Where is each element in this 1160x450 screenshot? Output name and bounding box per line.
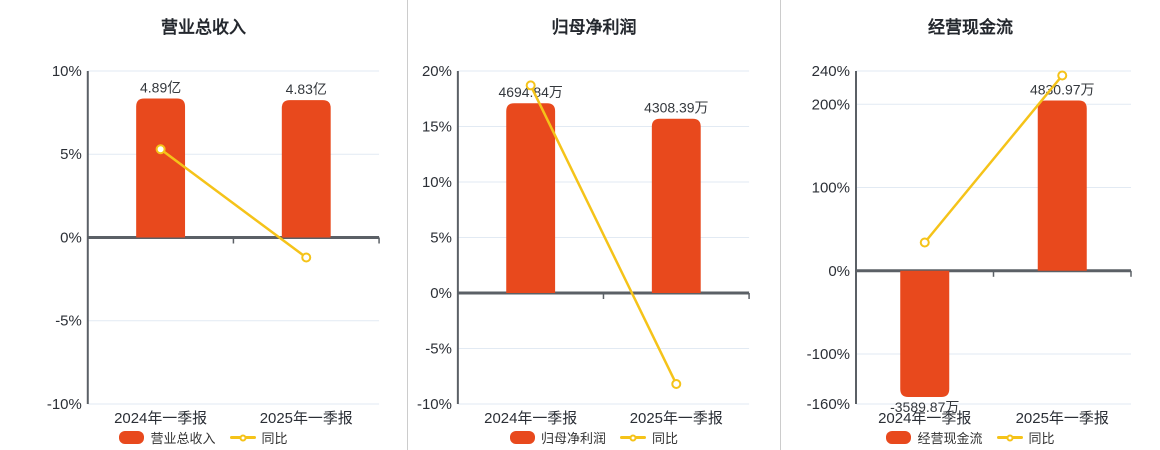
yoy-trend-line (159, 148, 307, 259)
y-axis-tick-label: 0% (430, 285, 452, 302)
y-axis-tick-label: 10% (422, 174, 452, 191)
line-series-dot-icon (239, 434, 246, 441)
bar-series-swatch (119, 431, 145, 444)
legend-item-bar-series[interactable]: 营业总收入 (119, 428, 216, 447)
y-axis-tick-label: 20% (422, 63, 452, 80)
net-profit-chart-canvas: -10% -5% 0% 5% 10% 15% 20% 4694.84万 4308.39万 2024… (417, 63, 750, 427)
bar-value-label: 4830.97万 (1030, 81, 1095, 97)
legend-item-bar-series[interactable]: 归母净利润 (509, 428, 606, 447)
yoy-point-marker[interactable] (919, 237, 930, 248)
line-series-marker (996, 434, 1023, 441)
x-axis-label: 2025年一季报 (1016, 410, 1109, 427)
x-axis-label: 2024年一季报 (484, 410, 577, 427)
y-axis-tick-label: 10% (52, 63, 82, 80)
bar-series-swatch (886, 431, 912, 444)
legend-item-line-series[interactable]: 同比 (996, 428, 1055, 447)
legend: 营业总收入 同比 (0, 428, 407, 447)
panel-operating-revenue: 营业总收入 -10% -5% 0% 5% 10% 4.89亿 4.83亿 2024年一季报 20… (0, 0, 408, 450)
yoy-point-marker[interactable] (671, 379, 682, 390)
y-axis-tick-label: 0% (60, 229, 82, 246)
y-axis-tick-label: -5% (55, 313, 82, 330)
y-axis-tick-label: -160% (807, 396, 850, 413)
y-axis-tick-label: -10% (47, 396, 82, 413)
chart-title: 营业总收入 (161, 18, 246, 37)
x-axis-label: 2024年一季报 (878, 410, 971, 427)
y-axis-tick-label: 15% (422, 118, 452, 135)
bar-2025年一季报[interactable] (281, 100, 331, 238)
bar-value-label: -3589.87万 (890, 399, 959, 415)
bar-value-label: 4308.39万 (644, 100, 708, 116)
yoy-trend-line (529, 84, 678, 385)
yoy-point-marker[interactable] (525, 80, 536, 91)
line-series-dot-icon (1006, 434, 1013, 441)
x-axis-label: 2025年一季报 (630, 410, 723, 427)
y-axis-tick-label: 200% (812, 96, 850, 113)
revenue-chart-canvas: -10% -5% 0% 5% 10% 4.89亿 4.83亿 2024年一季报 2025年一季报 (47, 63, 380, 427)
panel-net-profit: 归母净利润 -10% -5% 0% 5% 10% 15% 20% 4694.84万 4308.3… (408, 0, 781, 450)
panel-operating-cash-flow: 经营现金流 -160% -100% 0% 100% 200% 240% -3589.87万 4… (781, 0, 1160, 450)
yoy-point-marker[interactable] (301, 252, 312, 263)
bar-2025年一季报[interactable] (1037, 100, 1087, 271)
legend-label: 营业总收入 (150, 431, 216, 446)
line-series-dot-icon (629, 434, 637, 441)
legend-item-bar-series[interactable]: 经营现金流 (886, 428, 983, 447)
bar-value-label: 4694.84万 (498, 84, 562, 100)
bar-series-swatch (509, 431, 535, 444)
chart-title: 归母净利润 (551, 18, 637, 37)
bar-2024年一季报[interactable] (900, 270, 950, 398)
bar-value-label: 4.83亿 (286, 81, 327, 97)
line-series-marker (620, 434, 646, 441)
legend: 经营现金流 同比 (781, 428, 1160, 447)
legend-label: 归母净利润 (540, 431, 606, 446)
legend-label: 同比 (261, 431, 288, 446)
yoy-point-marker[interactable] (1057, 70, 1068, 81)
y-axis-tick-label: -5% (425, 340, 452, 357)
chart-title: 经营现金流 (928, 18, 1013, 37)
bar-value-label: 4.89亿 (140, 79, 181, 95)
x-axis-label: 2025年一季报 (260, 410, 353, 427)
cash-flow-chart-canvas: -160% -100% 0% 100% 200% 240% -3589.87万 4830.97… (807, 63, 1132, 427)
y-axis-tick-label: -10% (417, 396, 452, 413)
legend-item-line-series[interactable]: 同比 (229, 428, 288, 447)
y-axis-tick-label: 5% (60, 146, 82, 163)
bar-2024年一季报[interactable] (506, 103, 556, 293)
legend-label: 经营现金流 (917, 431, 983, 446)
y-axis-tick-label: 240% (812, 63, 850, 80)
bar-2024年一季报[interactable] (136, 98, 186, 238)
y-axis-tick-label: 0% (828, 263, 850, 280)
legend: 归母净利润 同比 (408, 428, 780, 447)
x-axis-label: 2024年一季报 (114, 410, 207, 427)
y-axis-tick-label: -100% (807, 346, 850, 363)
y-axis-tick-label: 5% (430, 229, 452, 246)
yoy-trend-line (923, 74, 1064, 244)
yoy-point-marker[interactable] (155, 144, 166, 155)
line-series-marker (229, 434, 256, 441)
legend-item-line-series[interactable]: 同比 (620, 428, 678, 447)
bar-2025年一季报[interactable] (651, 118, 701, 293)
legend-label: 同比 (652, 431, 679, 446)
y-axis-tick-label: 100% (812, 180, 850, 197)
legend-label: 同比 (1028, 431, 1055, 446)
